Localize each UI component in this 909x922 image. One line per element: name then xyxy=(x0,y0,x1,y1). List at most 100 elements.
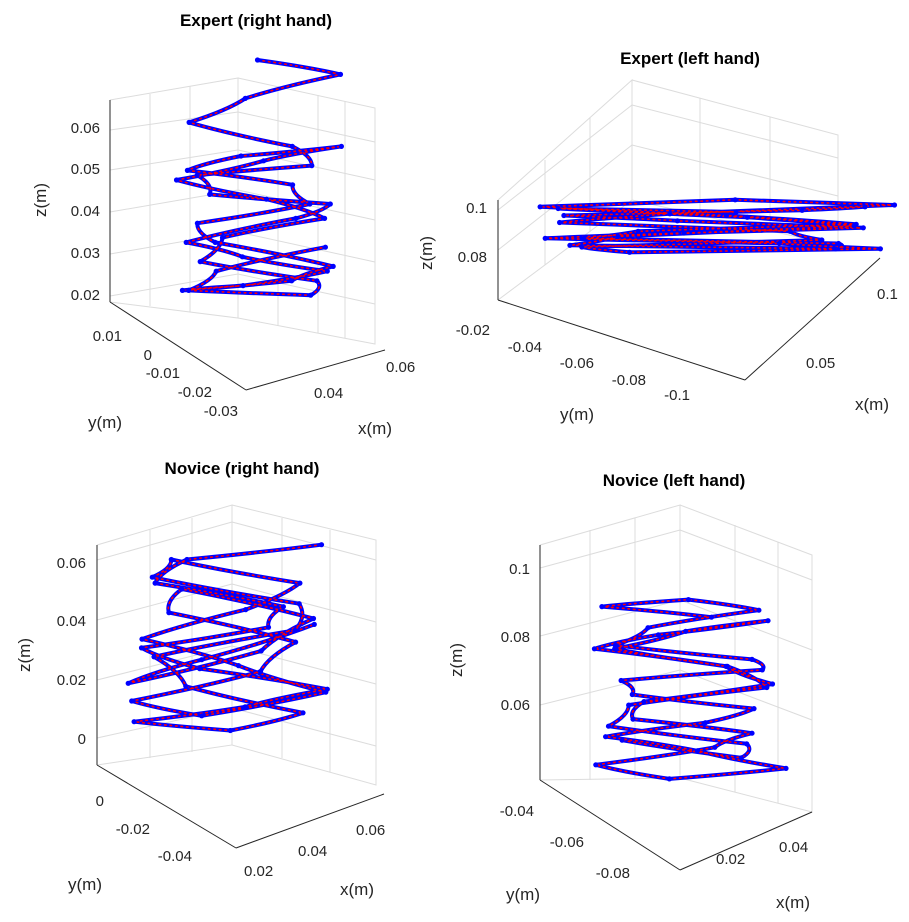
trajectory-point xyxy=(125,680,131,686)
trajectory-point xyxy=(213,268,219,274)
x-tick-label: 0.04 xyxy=(779,839,808,856)
trajectory-point xyxy=(776,240,782,247)
trajectory-point xyxy=(318,542,325,548)
trajectory-point xyxy=(769,681,776,687)
y-tick-label: -0.02 xyxy=(456,322,490,339)
trajectory-point xyxy=(833,246,839,252)
chart-title: Expert (left hand) xyxy=(620,49,760,68)
grid-walls xyxy=(497,78,839,301)
z-tick-label: 0.04 xyxy=(57,613,86,630)
trajectory-point xyxy=(629,691,635,698)
trajectory-point xyxy=(242,704,248,710)
y-tick-label: -0.08 xyxy=(612,372,646,389)
grid-walls xyxy=(96,504,377,786)
trajectory-point xyxy=(280,604,286,610)
trajectory-point xyxy=(166,610,172,616)
trajectory-point xyxy=(862,204,868,210)
trajectory-point xyxy=(322,215,328,221)
trajectory-point xyxy=(323,689,329,695)
panel-novice-right-hand: Novice (right hand) 0.06 0.04 0.02 0 0 -… xyxy=(15,459,385,899)
trajectory-point xyxy=(645,625,651,631)
trajectory-point xyxy=(219,235,226,241)
trajectory-point xyxy=(666,776,673,782)
y-ticks: 0.01 0 -0.01 -0.02 -0.03 xyxy=(93,328,238,420)
y-tick-label: -0.1 xyxy=(664,387,690,404)
z-axis-label: z(m) xyxy=(417,236,436,270)
trajectory-point xyxy=(732,197,738,203)
trajectory-point xyxy=(765,618,771,624)
x-ticks: 0.02 0.04 xyxy=(716,839,808,868)
trajectory-point xyxy=(184,167,190,173)
trajectory-point xyxy=(289,143,295,149)
y-tick-label: -0.03 xyxy=(204,403,238,420)
trajectory-point xyxy=(749,730,755,736)
trajectory-point xyxy=(667,211,673,217)
trajectory-point xyxy=(254,57,261,63)
trajectory-point xyxy=(242,95,248,101)
trajectory-point xyxy=(307,201,313,207)
trajectory-point xyxy=(626,702,632,708)
trajectory-point xyxy=(599,604,605,610)
trajectory-point xyxy=(311,621,317,628)
trajectory-point xyxy=(555,205,561,212)
trajectory xyxy=(537,197,898,255)
trajectory-point xyxy=(289,278,295,284)
z-tick-label: 0.06 xyxy=(71,120,100,137)
y-axis-label: y(m) xyxy=(560,405,594,424)
trajectory-point xyxy=(168,556,174,563)
z-axis-label: z(m) xyxy=(15,638,34,672)
trajectory xyxy=(591,597,789,782)
trajectory-point xyxy=(261,158,267,164)
y-axis-label: y(m) xyxy=(88,413,122,432)
trajectory xyxy=(125,542,330,734)
z-ticks: 0.1 0.08 xyxy=(458,200,487,266)
trajectory-point xyxy=(799,207,805,213)
grid-walls xyxy=(109,77,376,345)
trajectory-point xyxy=(179,586,185,592)
trajectory-point xyxy=(131,719,137,725)
trajectory-point xyxy=(227,727,233,734)
y-tick-label: -0.06 xyxy=(560,355,594,372)
trajectory-point xyxy=(738,755,744,761)
z-tick-label: 0.1 xyxy=(466,200,487,217)
trajectory-point xyxy=(207,191,213,197)
x-tick-label: 0.1 xyxy=(877,286,898,303)
x-axis-label: x(m) xyxy=(340,880,374,899)
trajectory-point xyxy=(235,663,242,669)
panel-novice-left-hand: Novice (left hand) 0.1 0.08 0.06 -0.04 -… xyxy=(447,471,813,912)
trajectory-point xyxy=(197,259,203,265)
z-ticks: 0.06 0.05 0.04 0.03 0.02 xyxy=(71,120,100,304)
trajectory-point xyxy=(152,580,158,586)
trajectory-point xyxy=(293,639,299,645)
trajectory-point xyxy=(749,656,755,663)
z-axis-label: z(m) xyxy=(31,183,50,217)
trajectory-point xyxy=(756,607,762,613)
trajectory-point xyxy=(723,212,730,219)
trajectory-point xyxy=(787,228,793,234)
x-tick-label: 0.02 xyxy=(244,863,273,880)
trajectory-point xyxy=(674,218,681,224)
trajectory-point xyxy=(297,580,303,586)
trajectory-point xyxy=(300,710,306,716)
trajectory-point xyxy=(557,219,563,226)
trajectory-point xyxy=(708,614,715,620)
trajectory-point xyxy=(129,698,135,704)
trajectory-point xyxy=(579,244,585,250)
panel-expert-right-hand: Expert (right hand) 0.06 0.05 0.04 0.03 … xyxy=(31,11,415,438)
trajectory-point xyxy=(257,668,264,675)
z-tick-label: 0 xyxy=(78,731,86,748)
x-ticks: 0.05 0.1 xyxy=(806,286,898,372)
trajectory-samples xyxy=(127,543,329,732)
y-tick-label: -0.04 xyxy=(158,848,192,865)
chart-title: Novice (left hand) xyxy=(603,471,746,490)
trajectory-point xyxy=(194,172,200,178)
trajectory-point xyxy=(635,228,641,234)
trajectory-point xyxy=(173,177,180,183)
trajectory-point xyxy=(292,627,298,633)
trajectory-point xyxy=(619,737,625,743)
z-tick-label: 0.03 xyxy=(71,245,100,262)
trajectory-point xyxy=(542,235,548,241)
trajectory-point xyxy=(615,233,621,240)
trajectory-point xyxy=(681,230,687,236)
z-tick-label: 0.08 xyxy=(458,249,487,266)
